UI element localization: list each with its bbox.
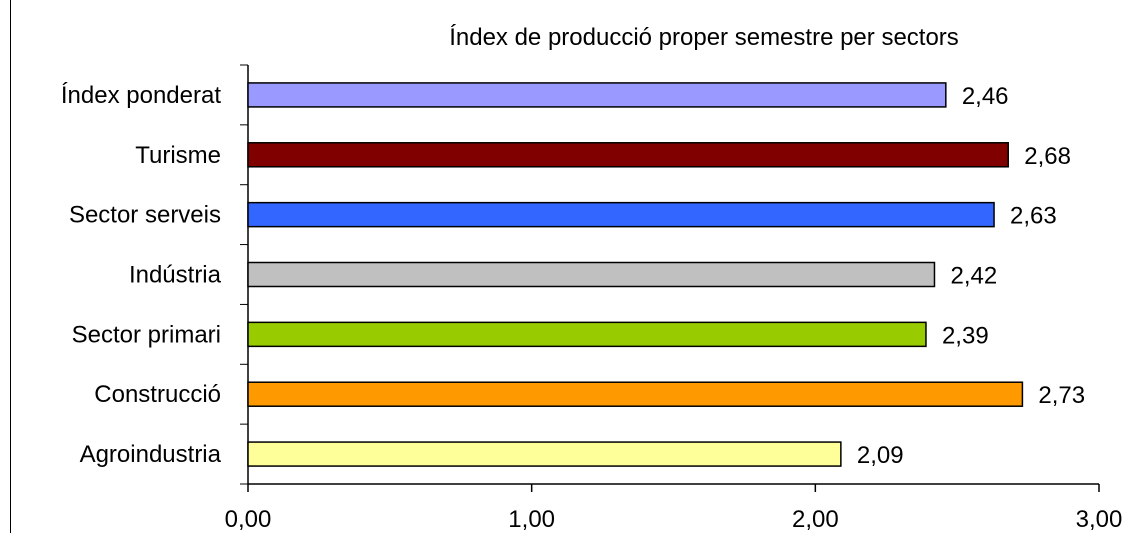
category-label: Turisme [135, 142, 221, 169]
bar [247, 441, 842, 467]
x-tick-label: 2,00 [792, 506, 839, 533]
bar [247, 381, 1024, 407]
chart-title: Índex de producció proper semestre per s… [449, 24, 959, 51]
data-label: 2,42 [950, 263, 997, 290]
category-label: Construcció [94, 381, 221, 408]
x-tick-label: 0,00 [225, 506, 272, 533]
chart-frame-line [10, 0, 11, 533]
category-label: Agroindustria [80, 441, 222, 468]
data-label: 2,46 [962, 83, 1009, 110]
bar [247, 321, 927, 348]
category-label: Sector serveis [69, 202, 221, 229]
data-label: 2,63 [1010, 203, 1057, 230]
bar [247, 82, 947, 108]
category-label: Sector primari [72, 321, 221, 348]
bar [247, 201, 995, 228]
x-tick-label: 3,00 [1076, 506, 1123, 533]
category-label: Indústria [129, 262, 222, 289]
bar [247, 142, 1009, 168]
x-tick-label: 1,00 [508, 506, 555, 533]
plot-area: 0,00 1,00 2,00 3,00 Índex ponderat 2,46 Turism… [61, 64, 1123, 533]
data-label: 2,39 [942, 322, 989, 349]
data-label: 2,09 [857, 442, 904, 469]
bar [247, 261, 936, 288]
data-label: 2,73 [1038, 382, 1085, 409]
data-label: 2,68 [1024, 143, 1071, 170]
category-label: Índex ponderat [61, 82, 221, 109]
